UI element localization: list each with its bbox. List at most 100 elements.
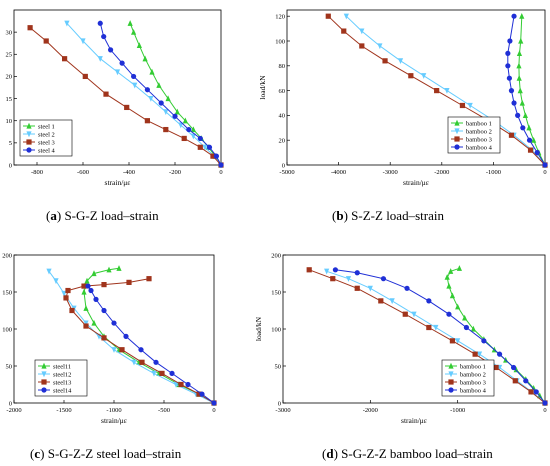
data-point (513, 366, 519, 373)
data-point (402, 311, 408, 317)
data-point (505, 50, 511, 57)
y-tick-label: 20 (279, 138, 286, 145)
x-axis-label: strain/με (401, 416, 427, 425)
x-tick-label: 0 (543, 169, 546, 176)
data-point (84, 277, 90, 284)
x-tick-label: -600 (77, 169, 89, 176)
legend-label: steel14 (53, 387, 72, 394)
data-point (85, 283, 91, 289)
data-point (144, 118, 150, 124)
data-point (359, 43, 365, 49)
data-point (211, 400, 217, 406)
data-point (462, 314, 468, 321)
data-point (467, 102, 473, 109)
data-point (181, 135, 187, 142)
data-point (146, 276, 152, 282)
data-point (421, 73, 427, 79)
data-point (103, 91, 109, 97)
data-point (517, 87, 523, 94)
series-b-4 (505, 13, 548, 168)
data-point (448, 268, 454, 274)
x-tick-label: -2000 (363, 407, 378, 414)
data-point (516, 50, 523, 56)
data-point (433, 324, 439, 331)
legend-label: steel 3 (38, 139, 55, 146)
y-tick-label: 0 (282, 162, 285, 169)
data-point (178, 381, 184, 388)
legend-label: bamboo 4 (460, 387, 487, 394)
legend-label: steel 2 (38, 131, 55, 138)
data-point (470, 325, 476, 332)
caption-a: (a) S-G-Z load–strain (46, 208, 159, 223)
data-point (123, 333, 129, 339)
data-point (80, 38, 86, 45)
data-point (506, 75, 512, 81)
data-point (522, 112, 528, 118)
data-point (197, 144, 203, 150)
data-point (132, 82, 138, 89)
data-point (332, 267, 338, 273)
data-point (206, 144, 213, 150)
y-tick-label: 50 (6, 363, 13, 370)
data-point (173, 381, 179, 388)
series-line (326, 270, 546, 404)
data-point (526, 137, 533, 143)
data-point (101, 282, 107, 288)
data-point (106, 266, 112, 273)
data-point (531, 137, 537, 143)
series-line (446, 267, 546, 404)
y-axis-label: load/kN (258, 75, 267, 100)
data-point (178, 122, 184, 129)
x-tick-label: -400 (123, 169, 135, 176)
data-point (27, 25, 33, 31)
y-tick-label: 20 (6, 74, 13, 81)
data-point (528, 389, 534, 395)
data-point (91, 270, 97, 277)
data-point (345, 276, 352, 282)
data-point (131, 28, 137, 35)
data-point (101, 335, 107, 341)
panel-c: -2000 -1500 -1000 -500 0 0 50 100 150 200 strain/μ… (0, 252, 217, 425)
data-point (142, 55, 148, 62)
data-point (389, 298, 395, 305)
data-point (426, 324, 432, 331)
data-point (516, 62, 522, 69)
data-point (61, 290, 67, 297)
data-point (542, 162, 548, 168)
legend-marker (26, 131, 32, 138)
data-point (163, 126, 169, 133)
x-tick-label: -1000 (486, 169, 501, 176)
x-tick-label: -3000 (275, 407, 290, 414)
data-point (534, 150, 540, 156)
plot-frame-a (13, 9, 222, 166)
legend-marker (41, 371, 47, 378)
data-point (88, 287, 94, 294)
legend-marker (454, 136, 460, 142)
series-d-4 (332, 267, 548, 406)
panel-a: -800 -600 -400 -200 0 0 5 10 15 20 25 30 strain/με lo… (0, 9, 224, 187)
data-point (196, 391, 202, 397)
data-point (111, 320, 117, 326)
x-tick-label: -1000 (450, 407, 465, 414)
legend-marker (41, 387, 47, 393)
x-axis-label: strain/με (105, 178, 131, 187)
legend-marker (26, 147, 32, 153)
legend-marker (26, 122, 32, 129)
data-point (199, 391, 205, 397)
data-point (446, 282, 452, 289)
data-point (119, 60, 125, 66)
y-tick-label: 120 (275, 14, 285, 21)
data-point (343, 13, 349, 20)
series-d-3 (306, 267, 548, 406)
data-point (341, 28, 347, 34)
x-tick-label: -500 (158, 407, 170, 414)
data-point (455, 303, 461, 310)
legend-label: bamboo 3 (460, 379, 486, 386)
x-tick-label: -3000 (383, 169, 398, 176)
x-tick-label: -5000 (279, 169, 294, 176)
data-point (108, 47, 114, 53)
series-b-2 (343, 13, 548, 169)
data-point (124, 104, 130, 111)
data-point (62, 56, 68, 62)
data-point (411, 311, 417, 318)
